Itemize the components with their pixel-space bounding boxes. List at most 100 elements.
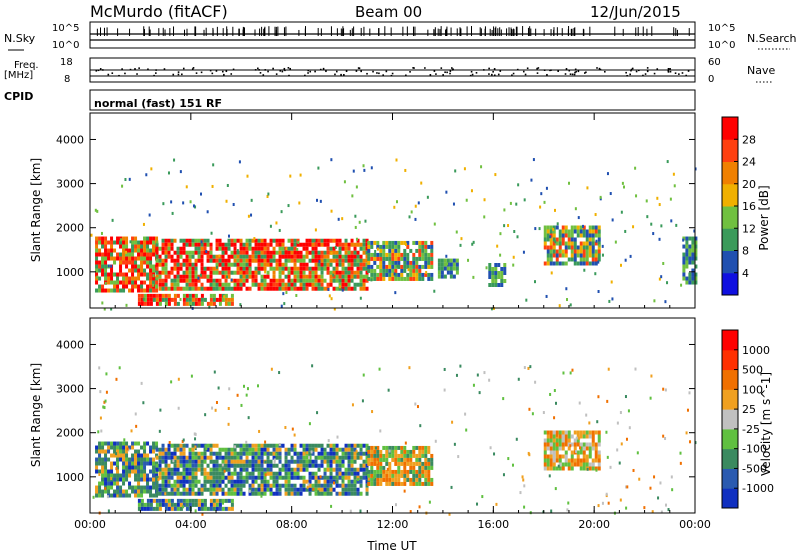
echo-cell [206, 286, 210, 291]
noise-cell [618, 461, 621, 465]
echo-cell [131, 280, 135, 285]
echo-cell [206, 242, 210, 247]
echo-cell [443, 274, 447, 279]
echo-cell [140, 280, 144, 285]
echo-cell [376, 465, 380, 470]
noise-cell [264, 440, 267, 444]
echo-cell [140, 244, 144, 249]
echo-cell [585, 434, 589, 439]
echo-cell [424, 461, 428, 466]
echo-cell [125, 441, 129, 446]
echo-cell [164, 282, 168, 287]
echo-cell [143, 256, 147, 261]
nave-dot [134, 68, 136, 70]
nave-dot [630, 69, 632, 72]
echo-cell [110, 268, 114, 273]
echo-cell [335, 286, 339, 291]
echo-cell [400, 268, 404, 273]
echo-cell [185, 258, 189, 263]
echo-cell [552, 434, 556, 439]
noise-cell [336, 475, 339, 479]
echo-cell [104, 240, 108, 245]
echo-cell [314, 262, 318, 267]
echo-cell [317, 475, 321, 480]
echo-cell [338, 491, 342, 496]
noise-cell [553, 208, 556, 212]
echo-cell [278, 238, 282, 243]
echo-cell [110, 248, 114, 253]
noise-cell [98, 472, 101, 476]
echo-cell [131, 256, 135, 261]
echo-cell [248, 443, 252, 448]
echo-cell [576, 261, 580, 266]
noise-cell [583, 268, 586, 272]
echo-cell [418, 457, 422, 462]
echo-cell [546, 442, 550, 447]
noise-cell [343, 180, 346, 184]
echo-cell [263, 447, 267, 452]
echo-cell [564, 229, 568, 234]
echo-cell [191, 254, 195, 259]
echo-cell [347, 278, 351, 283]
echo-cell [546, 434, 550, 439]
echo-cell [350, 467, 354, 472]
echo-cell [149, 445, 153, 450]
noise-cell [123, 438, 126, 442]
echo-cell [317, 254, 321, 259]
echo-cell [158, 301, 162, 306]
echo-cell [549, 253, 553, 258]
echo-cell [263, 266, 267, 271]
echo-cell [446, 270, 450, 275]
echo-cell [167, 297, 171, 302]
echo-cell [254, 258, 258, 263]
echo-cell [200, 246, 204, 251]
echo-cell [287, 274, 291, 279]
echo-cell [257, 475, 261, 480]
echo-cell [296, 467, 300, 472]
echo-cell [155, 483, 159, 488]
echo-cell [191, 297, 195, 302]
noise-cell [531, 412, 534, 416]
echo-cell [591, 253, 595, 258]
echo-cell [158, 483, 162, 488]
echo-cell [296, 278, 300, 283]
echo-cell [452, 266, 456, 271]
echo-cell [350, 487, 354, 492]
echo-cell [296, 254, 300, 259]
echo-cell [356, 455, 360, 460]
echo-cell [308, 278, 312, 283]
echo-cell [332, 459, 336, 464]
echo-cell [385, 256, 389, 261]
echo-cell [308, 479, 312, 484]
echo-cell [176, 455, 180, 460]
echo-cell [221, 274, 225, 279]
echo-cell [370, 445, 374, 450]
echo-cell [293, 258, 297, 263]
echo-cell [555, 261, 559, 266]
echo-cell [311, 250, 315, 255]
noise-cell [330, 209, 333, 213]
echo-cell [215, 483, 219, 488]
echo-cell [341, 254, 345, 259]
echo-cell [125, 256, 129, 261]
noise-cell [182, 438, 185, 442]
echo-cell [415, 445, 419, 450]
echo-cell [140, 506, 144, 511]
noise-cell [410, 210, 413, 214]
echo-cell [116, 485, 120, 490]
echo-cell [125, 473, 129, 478]
echo-cell [161, 278, 165, 283]
noise-cell [443, 388, 446, 392]
echo-cell [209, 498, 213, 503]
echo-cell [110, 276, 114, 281]
echo-cell [409, 477, 413, 482]
echo-cell [284, 483, 288, 488]
cpid-label: CPID [4, 90, 33, 103]
echo-cell [418, 445, 422, 450]
echo-cell [284, 455, 288, 460]
echo-cell [287, 475, 291, 480]
nave-dot [585, 71, 587, 74]
echo-cell [194, 479, 198, 484]
echo-cell [299, 278, 303, 283]
echo-cell [221, 467, 225, 472]
